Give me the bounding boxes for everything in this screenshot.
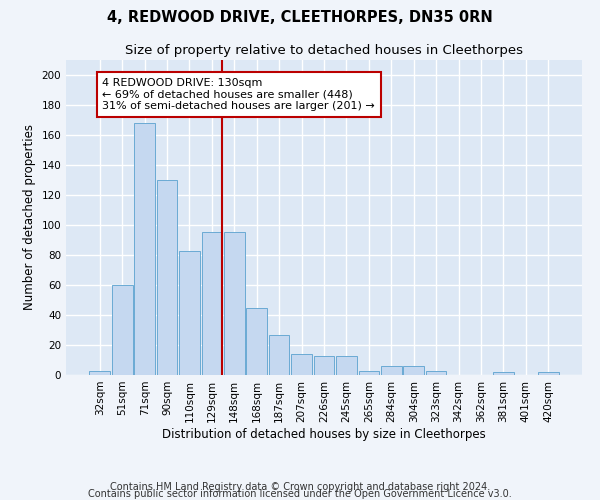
Text: Contains public sector information licensed under the Open Government Licence v3: Contains public sector information licen… [88, 489, 512, 499]
Bar [381, 366, 401, 375]
Bar [179, 250, 200, 375]
Text: 4 REDWOOD DRIVE: 130sqm
← 69% of detached houses are smaller (448)
31% of semi-d: 4 REDWOOD DRIVE: 130sqm ← 69% of detache… [103, 78, 375, 111]
Bar [493, 372, 514, 375]
Bar [359, 370, 379, 375]
Bar [269, 334, 289, 375]
Text: 4, REDWOOD DRIVE, CLEETHORPES, DN35 0RN: 4, REDWOOD DRIVE, CLEETHORPES, DN35 0RN [107, 10, 493, 25]
Bar [314, 356, 334, 375]
Bar [336, 356, 357, 375]
Bar [426, 370, 446, 375]
Bar [403, 366, 424, 375]
Bar [157, 180, 178, 375]
Text: Contains HM Land Registry data © Crown copyright and database right 2024.: Contains HM Land Registry data © Crown c… [110, 482, 490, 492]
Title: Size of property relative to detached houses in Cleethorpes: Size of property relative to detached ho… [125, 44, 523, 58]
Y-axis label: Number of detached properties: Number of detached properties [23, 124, 36, 310]
Bar [247, 308, 267, 375]
Bar [202, 232, 222, 375]
Bar [134, 123, 155, 375]
Bar [112, 285, 133, 375]
Bar [89, 370, 110, 375]
Bar [224, 232, 245, 375]
Bar [538, 372, 559, 375]
X-axis label: Distribution of detached houses by size in Cleethorpes: Distribution of detached houses by size … [162, 428, 486, 440]
Bar [291, 354, 312, 375]
